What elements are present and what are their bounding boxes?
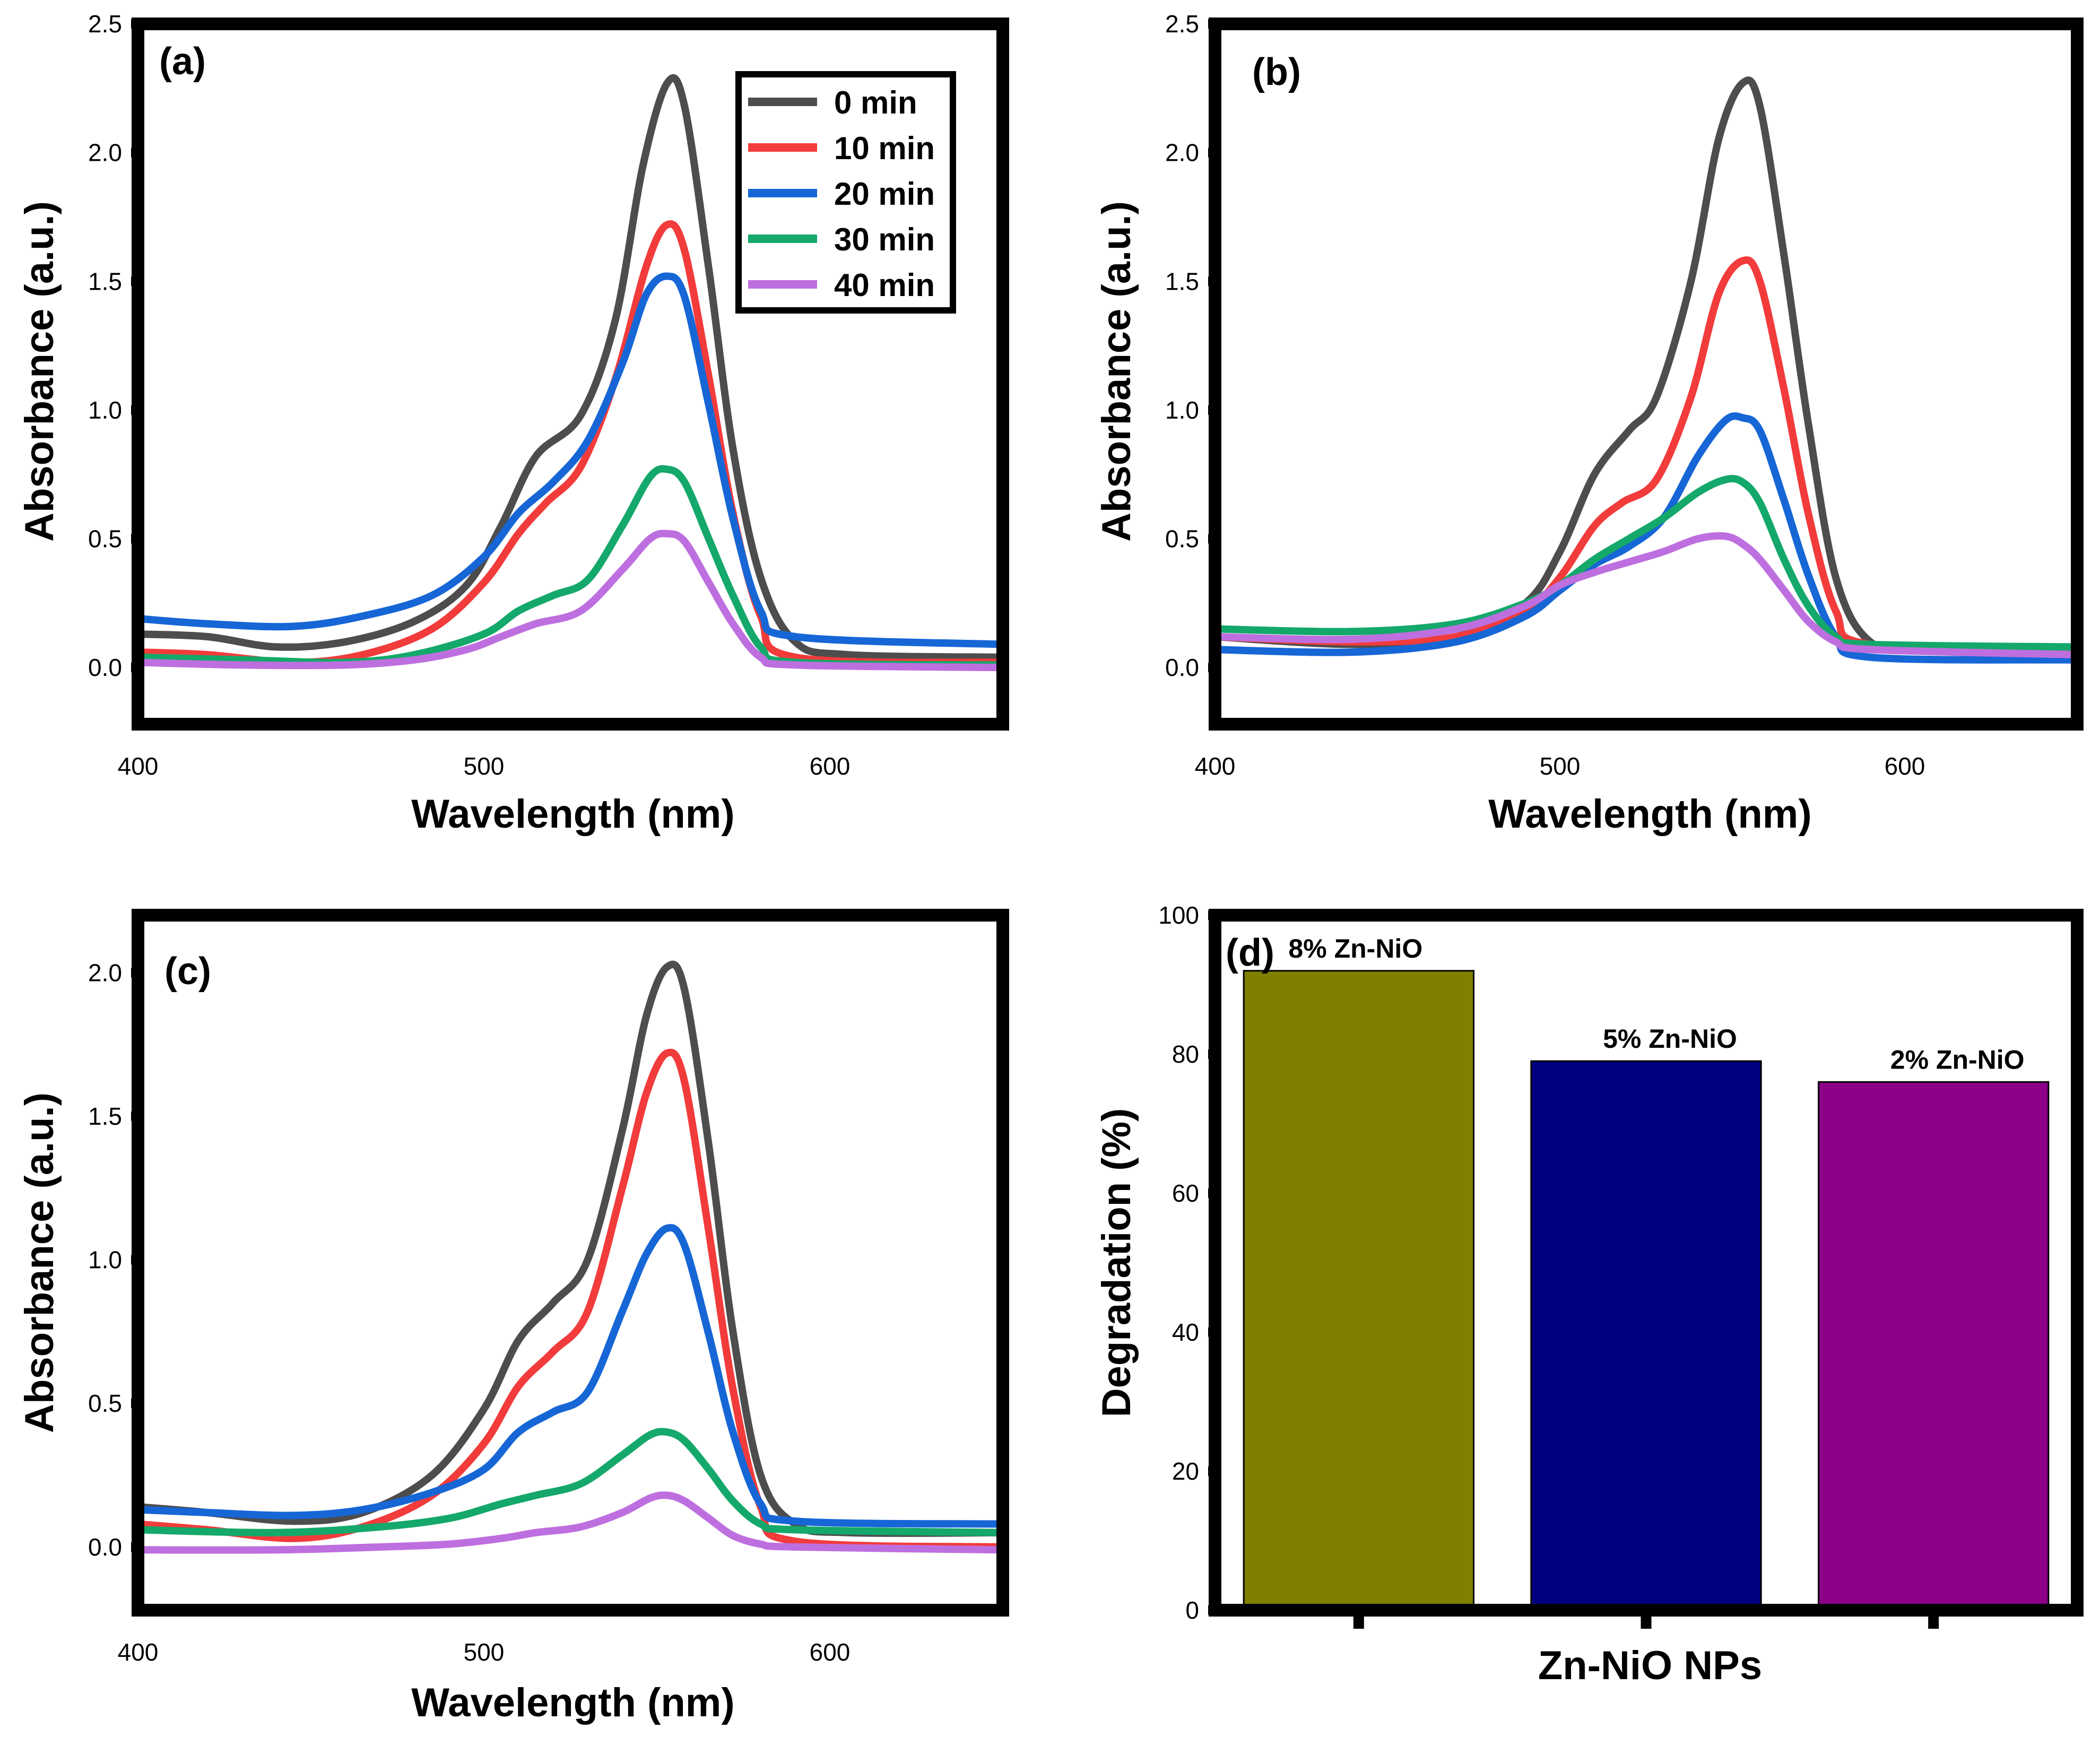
x-tick-label: 500 — [1540, 752, 1581, 780]
series-line-20-min — [134, 1224, 1006, 1528]
bar-2 — [1530, 1060, 1762, 1611]
y-tick-label: 100 — [1158, 901, 1199, 929]
series-line-40-min — [134, 1491, 1006, 1554]
panel-tag: (d) — [1226, 932, 1274, 974]
x-axis-title: Wavelength (nm) — [1488, 792, 1811, 837]
y-tick-label: 20 — [1172, 1457, 1199, 1485]
y-axis-title: Absorbance (a.u.) — [17, 1092, 62, 1433]
y-axis-title: Absorbance (a.u.) — [1094, 201, 1139, 542]
y-tick-label: 1.0 — [88, 1246, 122, 1274]
legend-entry: 10 min — [834, 131, 935, 166]
y-tick-label: 1.0 — [1165, 396, 1199, 424]
x-tick-label: 600 — [810, 752, 851, 780]
panel-tag: (c) — [164, 950, 211, 993]
plot-frame — [1209, 18, 2084, 731]
series-group — [1211, 76, 2081, 664]
y-tick-label: 1.5 — [1165, 267, 1199, 295]
x-tick-label: 500 — [464, 1638, 505, 1666]
series-line-40-min — [1211, 532, 2081, 658]
x-tick-mark — [1353, 1613, 1364, 1629]
series-line-20-min — [134, 272, 1006, 648]
y-tick-label: 0.5 — [88, 1389, 122, 1417]
panel-4: 0 20 40 60 80 100 8% Zn-NiO 5% Zn-NiO 2% Zn-NiO (… — [1094, 901, 2084, 1688]
plot-frame — [132, 909, 1009, 1617]
series-line-20-min — [1211, 412, 2081, 664]
y-tick-label: 80 — [1172, 1040, 1199, 1068]
series-line-10-min — [1211, 256, 2081, 654]
x-tick-label: 400 — [118, 1638, 159, 1666]
legend-entry: 0 min — [834, 85, 917, 120]
y-tick-label: 2.0 — [1165, 139, 1199, 167]
x-tick-mark — [1928, 1613, 1939, 1629]
panel-1: 0.0 0.5 1.0 1.5 2.0 2.5 400 500 600 0 min 10 min 20… — [17, 10, 1009, 837]
panel-2: 0.0 0.5 1.0 1.5 2.0 2.5 400 500 600 (b) Wavelength… — [1094, 10, 2084, 837]
y-tick-label: 0.0 — [1165, 654, 1199, 681]
x-axis-title: Wavelength (nm) — [411, 1680, 734, 1725]
series-group — [134, 74, 1006, 672]
y-tick-label: 0.0 — [88, 654, 122, 681]
legend: 0 min 10 min 20 min 30 min 40 min — [735, 71, 956, 314]
y-tick-label: 2.0 — [88, 959, 122, 986]
legend-entry: 40 min — [834, 267, 935, 303]
x-tick-label: 600 — [810, 1638, 851, 1666]
x-tick-mark — [1641, 1613, 1652, 1629]
bar-label: 8% Zn-NiO — [1288, 934, 1422, 963]
y-tick-label: 0.5 — [1165, 525, 1199, 553]
series-line-0-min — [134, 74, 1006, 661]
series-line-30-min — [134, 465, 1006, 669]
series-line-30-min — [134, 1428, 1006, 1536]
y-tick-label: 1.0 — [88, 396, 122, 424]
x-tick-label: 400 — [118, 752, 159, 780]
x-tick-label: 400 — [1195, 752, 1236, 780]
y-tick-label: 2.5 — [88, 10, 122, 38]
series-line-40-min — [134, 529, 1006, 672]
series-line-30-min — [1211, 475, 2081, 651]
plot-frame — [132, 18, 1009, 731]
panel-tag: (a) — [159, 40, 206, 83]
y-tick-label: 2.5 — [1165, 10, 1199, 38]
y-tick-label: 2.0 — [88, 139, 122, 167]
bar-3 — [1818, 1081, 2050, 1611]
series-group — [134, 960, 1006, 1554]
series-line-10-min — [134, 1048, 1006, 1551]
panel-3: 0.0 0.5 1.0 1.5 2.0 400 500 600 (c) Wavelength (n… — [17, 909, 1009, 1725]
y-axis-title: Absorbance (a.u.) — [17, 201, 62, 542]
y-tick-label: 0.5 — [88, 525, 122, 553]
x-axis-title: Wavelength (nm) — [411, 792, 734, 837]
y-tick-label: 1.5 — [88, 267, 122, 295]
bar-label: 5% Zn-NiO — [1603, 1024, 1737, 1054]
x-tick-label: 600 — [1885, 752, 1925, 780]
y-tick-label: 0 — [1185, 1596, 1199, 1624]
series-line-0-min — [1211, 76, 2081, 654]
x-tick-label: 500 — [464, 752, 505, 780]
legend-entry: 30 min — [834, 222, 935, 257]
plot-frame — [1209, 909, 2084, 1617]
panel-tag: (b) — [1252, 51, 1301, 93]
bar-1 — [1243, 970, 1475, 1611]
y-tick-label: 1.5 — [88, 1102, 122, 1130]
bar-label: 2% Zn-NiO — [1890, 1045, 2025, 1074]
y-tick-label: 0.0 — [88, 1533, 122, 1561]
y-tick-label: 40 — [1172, 1318, 1199, 1346]
x-axis-title: Zn-NiO NPs — [1538, 1643, 1762, 1688]
y-axis-title: Degradation (%) — [1094, 1108, 1139, 1418]
series-line-0-min — [134, 960, 1006, 1537]
legend-entry: 20 min — [834, 176, 935, 212]
y-tick-label: 60 — [1172, 1179, 1199, 1207]
